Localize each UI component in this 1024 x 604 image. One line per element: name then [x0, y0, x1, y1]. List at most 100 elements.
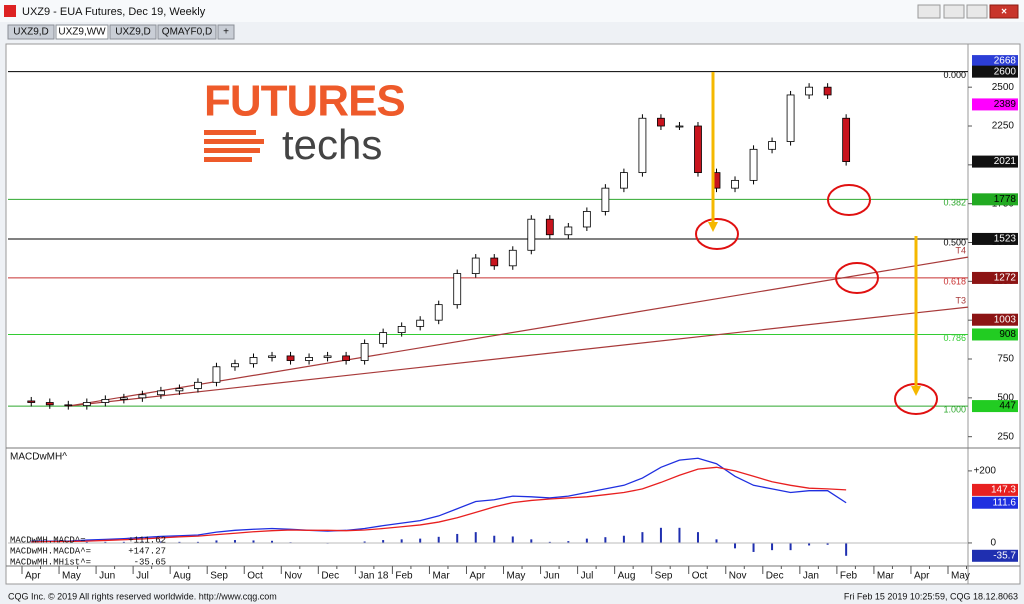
last-value-box — [972, 483, 1018, 496]
price-label-box — [972, 55, 1018, 68]
trendline-label: T4 — [955, 245, 966, 255]
window-title: UXZ9 - EUA Futures, Dec 19, Weekly — [22, 6, 206, 18]
candle-body — [323, 355, 332, 358]
last-value-label: 147.3 — [991, 485, 1016, 496]
candle-body — [416, 319, 425, 327]
logo-line1: FUTURES — [204, 77, 405, 126]
readout-name: MACDwMH.MACD^= — [10, 535, 86, 545]
candle-body — [508, 249, 517, 267]
macd-line — [31, 466, 847, 543]
candle-body — [45, 402, 54, 406]
tab-label[interactable]: UXZ9,D — [115, 27, 151, 38]
price-label-box — [972, 328, 1018, 341]
candle-body — [582, 211, 591, 228]
tab-label[interactable]: QMAYF0,D — [162, 27, 212, 38]
price-label: 1523 — [994, 234, 1017, 245]
x-tick-label: Sep — [655, 571, 673, 582]
candle-body — [490, 257, 499, 267]
candle-body — [471, 257, 480, 274]
fib-label: 0.786 — [943, 333, 966, 343]
logo-line2: techs — [282, 121, 382, 168]
price-label-box — [972, 232, 1018, 245]
annotation-circle — [827, 184, 871, 216]
candle-body — [434, 304, 443, 321]
x-tick-label: Oct — [247, 571, 263, 582]
candle-body — [27, 400, 36, 403]
y-tick-label: 2500 — [992, 82, 1015, 93]
tab[interactable] — [55, 24, 109, 40]
candle-body — [601, 187, 610, 212]
logo-stripes — [204, 130, 264, 162]
candle-body — [64, 404, 73, 407]
tab[interactable] — [217, 24, 235, 40]
footer-left: CQG Inc. © 2019 All rights reserved worl… — [8, 591, 277, 601]
price-label-box — [972, 271, 1018, 284]
candle-body — [545, 218, 554, 236]
tab-label[interactable]: + — [223, 27, 229, 38]
fib-label: 0.000 — [943, 70, 966, 80]
tab-label[interactable]: UXZ9,D — [13, 27, 49, 38]
pane-title: MACDwMH^ — [10, 452, 67, 463]
candle-body — [397, 325, 406, 334]
footer-right: Fri Feb 15 2019 10:25:59, CQG 18.12.8063 — [844, 591, 1018, 601]
candle-body — [194, 381, 202, 389]
annotation-circle — [695, 218, 739, 250]
last-value-box — [972, 496, 1018, 509]
candle-body — [156, 390, 165, 396]
readout-name: MACDwMH.MHist^= — [10, 557, 91, 567]
candle-body — [786, 94, 795, 142]
candle-body — [305, 357, 313, 361]
x-tick-label: Jul — [581, 571, 594, 582]
close-glyph: × — [1001, 7, 1007, 18]
candle-body — [82, 402, 91, 407]
app-icon — [4, 5, 16, 17]
candle-body — [527, 218, 536, 251]
x-tick-label: May — [62, 571, 81, 582]
arrow-head — [708, 222, 718, 232]
price-label: 447 — [999, 401, 1016, 412]
price-label: 1003 — [994, 314, 1017, 325]
x-tick-label: Dec — [321, 571, 339, 582]
candle-body — [657, 117, 665, 127]
x-tick-label: Nov — [729, 571, 747, 582]
candle-body — [675, 125, 684, 128]
x-tick-label: Feb — [840, 571, 858, 582]
maximize-button[interactable] — [966, 4, 988, 19]
candle-body — [342, 355, 351, 361]
readout-value: -35.65 — [134, 557, 166, 567]
price-label: 2389 — [994, 99, 1017, 110]
candle-body — [249, 357, 258, 365]
macd-line — [31, 457, 847, 542]
readout-value: +147.27 — [128, 546, 166, 556]
fib-label: 0.382 — [943, 198, 966, 208]
candle-body — [138, 394, 147, 399]
price-label: 2668 — [994, 56, 1017, 67]
candle-body — [731, 179, 739, 189]
arrow-head — [911, 386, 921, 396]
price-label: 1272 — [994, 273, 1017, 284]
candle-body — [119, 397, 128, 400]
candle-body — [768, 141, 776, 150]
link-button[interactable] — [917, 4, 941, 19]
candle-body — [823, 86, 832, 96]
price-label: 1778 — [994, 194, 1017, 205]
annotation-circle — [835, 262, 879, 294]
y-tick-label: 250 — [997, 431, 1014, 442]
x-tick-label: Feb — [395, 571, 413, 582]
price-label: 2600 — [994, 66, 1017, 77]
price-label-box — [972, 65, 1018, 78]
y-tick-label: 750 — [997, 354, 1014, 365]
candle-body — [564, 226, 573, 236]
tab[interactable] — [109, 24, 157, 40]
tab-label[interactable]: UXZ9,WW — [58, 27, 106, 38]
tab[interactable] — [157, 24, 217, 40]
candle-body — [453, 273, 462, 306]
candle-body — [694, 125, 702, 174]
candle-body — [175, 388, 184, 392]
minimize-button[interactable] — [943, 4, 965, 19]
candle-body — [842, 117, 851, 162]
close-button[interactable] — [989, 4, 1019, 19]
x-tick-label: Nov — [284, 571, 302, 582]
tab[interactable] — [7, 24, 55, 40]
